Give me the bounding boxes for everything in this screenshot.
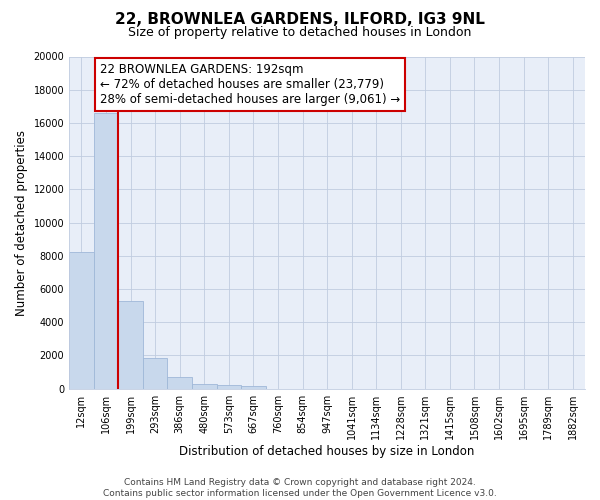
Bar <box>143 358 167 388</box>
Text: Size of property relative to detached houses in London: Size of property relative to detached ho… <box>128 26 472 39</box>
Bar <box>241 386 266 388</box>
Text: 22 BROWNLEA GARDENS: 192sqm
← 72% of detached houses are smaller (23,779)
28% of: 22 BROWNLEA GARDENS: 192sqm ← 72% of det… <box>100 63 400 106</box>
Bar <box>118 300 143 388</box>
Text: Contains HM Land Registry data © Crown copyright and database right 2024.
Contai: Contains HM Land Registry data © Crown c… <box>103 478 497 498</box>
Y-axis label: Number of detached properties: Number of detached properties <box>15 130 28 316</box>
Text: 22, BROWNLEA GARDENS, ILFORD, IG3 9NL: 22, BROWNLEA GARDENS, ILFORD, IG3 9NL <box>115 12 485 28</box>
Bar <box>192 384 217 388</box>
Bar <box>69 252 94 388</box>
Bar <box>217 386 241 388</box>
X-axis label: Distribution of detached houses by size in London: Distribution of detached houses by size … <box>179 444 475 458</box>
Bar <box>94 113 118 388</box>
Bar <box>167 377 192 388</box>
